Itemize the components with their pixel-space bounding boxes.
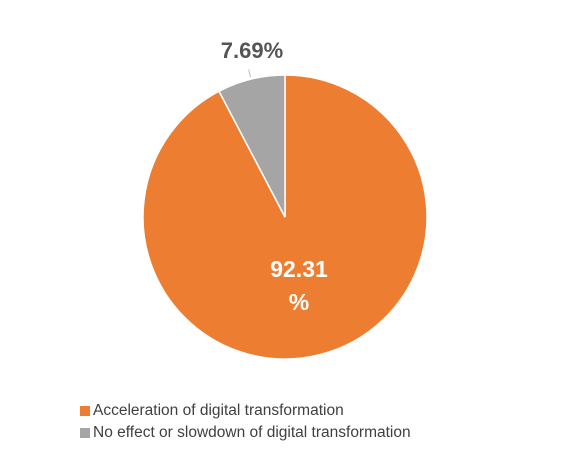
legend-item-acceleration: Acceleration of digital transformation xyxy=(80,400,411,422)
data-label-acceleration-percent: % xyxy=(289,289,309,315)
data-label-no-effect: 7.69% xyxy=(221,38,283,63)
data-label-acceleration-value: 92.31 xyxy=(270,256,328,282)
legend-item-no-effect: No effect or slowdown of digital transfo… xyxy=(80,422,411,444)
legend-swatch-no-effect xyxy=(80,428,90,438)
legend-swatch-acceleration xyxy=(80,406,90,416)
legend-label-acceleration: Acceleration of digital transformation xyxy=(93,402,344,419)
legend-label-no-effect: No effect or slowdown of digital transfo… xyxy=(93,424,411,441)
legend: Acceleration of digital transformation N… xyxy=(80,400,411,444)
leader-line-no-effect xyxy=(248,69,252,78)
slice-no-effect xyxy=(218,74,286,218)
